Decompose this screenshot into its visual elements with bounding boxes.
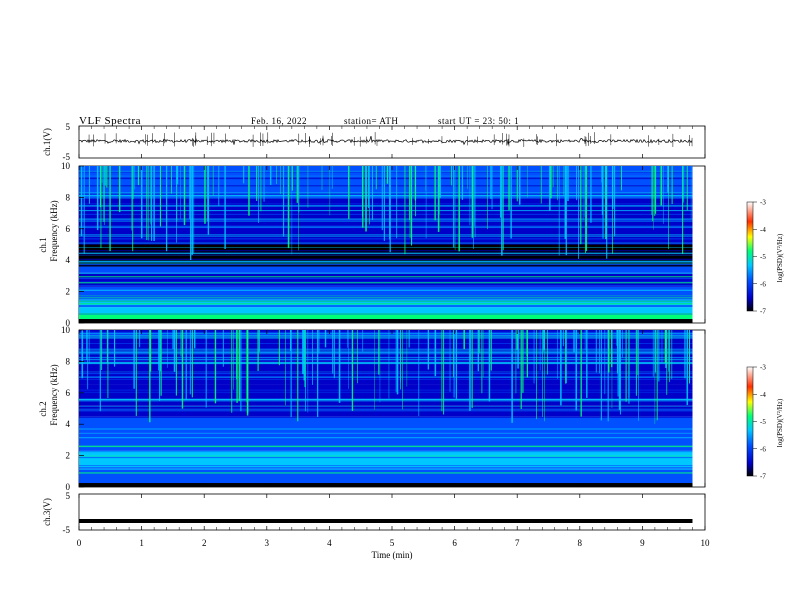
xtick-label: 0 (77, 538, 82, 548)
spectral-band (79, 266, 693, 273)
ytick-label: 6 (66, 224, 71, 234)
start-time-label: start UT = 23: 50: 1 (438, 116, 519, 126)
colorbar-tick-label: -6 (760, 280, 766, 288)
spectral-band (79, 307, 693, 314)
ytick-label: 4 (66, 255, 71, 265)
colorbar-tick-label: -4 (760, 391, 766, 399)
ch2-spectrogram-ylabel-channel: ch.2 (38, 401, 48, 416)
spectral-band (79, 197, 693, 221)
ch1-spectrogram-ylabel-channel: ch.1 (38, 237, 48, 252)
xtick-label: 2 (202, 538, 207, 548)
ch2-spectrogram-ylabel: Frequency (kHz) (49, 364, 59, 425)
ch1-ytick-top: 5 (66, 122, 71, 132)
ytick-label: 2 (66, 451, 71, 461)
ytick-label: 10 (61, 325, 71, 335)
ch2-spectrogram-image (79, 330, 693, 487)
colorbar-tick-label: -7 (760, 308, 766, 316)
ch1-waveform-ylabel: ch.1(V) (42, 128, 52, 156)
colorbar-2 (746, 366, 754, 477)
station-label: station= ATH (344, 116, 398, 126)
ytick-label: 6 (66, 388, 71, 398)
colorbar-tick-label: -3 (760, 199, 766, 207)
xtick-label: 1 (139, 538, 144, 548)
ch3-waveform-trace (79, 519, 693, 523)
xtick-label: 4 (327, 538, 332, 548)
ch1-waveform-panel: 5 -5 ch.1(V) (42, 122, 706, 162)
colorbar-tick-label: -3 (760, 364, 766, 372)
ch1-waveform-frame (78, 125, 706, 159)
colorbar-2-ticks: -3 -4 -5 -6 -7 (753, 364, 766, 481)
ch1-waveform-trace (78, 136, 693, 146)
colorbar-tick-label: -4 (760, 226, 766, 234)
spectral-band (79, 416, 693, 433)
spectral-band (79, 272, 693, 287)
ch3-waveform-frame (78, 493, 706, 531)
xtick-label: 3 (265, 538, 270, 548)
xtick-label: 6 (452, 538, 457, 548)
ytick-label: 0 (66, 318, 71, 328)
colorbar-1-ticks: -3 -4 -5 -6 -7 (753, 199, 766, 316)
ch3-ytick-top: 5 (66, 491, 71, 501)
ch3-ytick-bottom: -5 (63, 525, 71, 535)
ytick-label: 4 (66, 419, 71, 429)
xtick-label: 5 (390, 538, 395, 548)
colorbar-tick-label: -7 (760, 473, 766, 481)
colorbar-tick-label: -5 (760, 418, 766, 426)
colorbar-tick-label: -6 (760, 445, 766, 453)
ch1-spectrogram-image (79, 166, 693, 323)
colorbar-1 (746, 201, 754, 312)
spectral-band (79, 220, 693, 245)
colorbar-2-label: log(PSD)(V²/Hz) (776, 398, 784, 447)
ch2-spectrogram-yticks: 0 2 4 6 8 10 (61, 325, 84, 492)
ch3-waveform-panel: 5 -5 ch.3(V) (42, 491, 706, 535)
ytick-label: 0 (66, 482, 71, 492)
ytick-label: 8 (66, 356, 71, 366)
xtick-label: 7 (515, 538, 520, 548)
ch1-spectrogram-ylabel: Frequency (kHz) (49, 200, 59, 261)
ytick-label: 2 (66, 287, 71, 297)
ch3-waveform-ylabel: ch.3(V) (42, 498, 52, 526)
figure-title: VLF Spectra (79, 115, 141, 127)
ytick-label: 8 (66, 192, 71, 202)
ytick-label: 10 (61, 161, 71, 171)
xtick-label: 10 (701, 538, 711, 548)
spectral-baseline (79, 319, 693, 323)
x-axis-ticks: 0 1 2 3 4 5 6 7 8 9 10 (77, 126, 710, 548)
colorbar-1-label: log(PSD)(V²/Hz) (776, 233, 784, 282)
colorbar-tick-label: -5 (760, 253, 766, 261)
x-axis-label: Time (min) (372, 550, 413, 560)
ch1-ytick-bottom: -5 (63, 152, 71, 162)
xtick-label: 9 (640, 538, 645, 548)
date-label: Feb. 16, 2022 (251, 116, 307, 126)
spectral-baseline (79, 483, 693, 487)
xtick-label: 8 (578, 538, 583, 548)
ch1-spectrogram-yticks: 0 2 4 6 8 10 (61, 161, 84, 328)
